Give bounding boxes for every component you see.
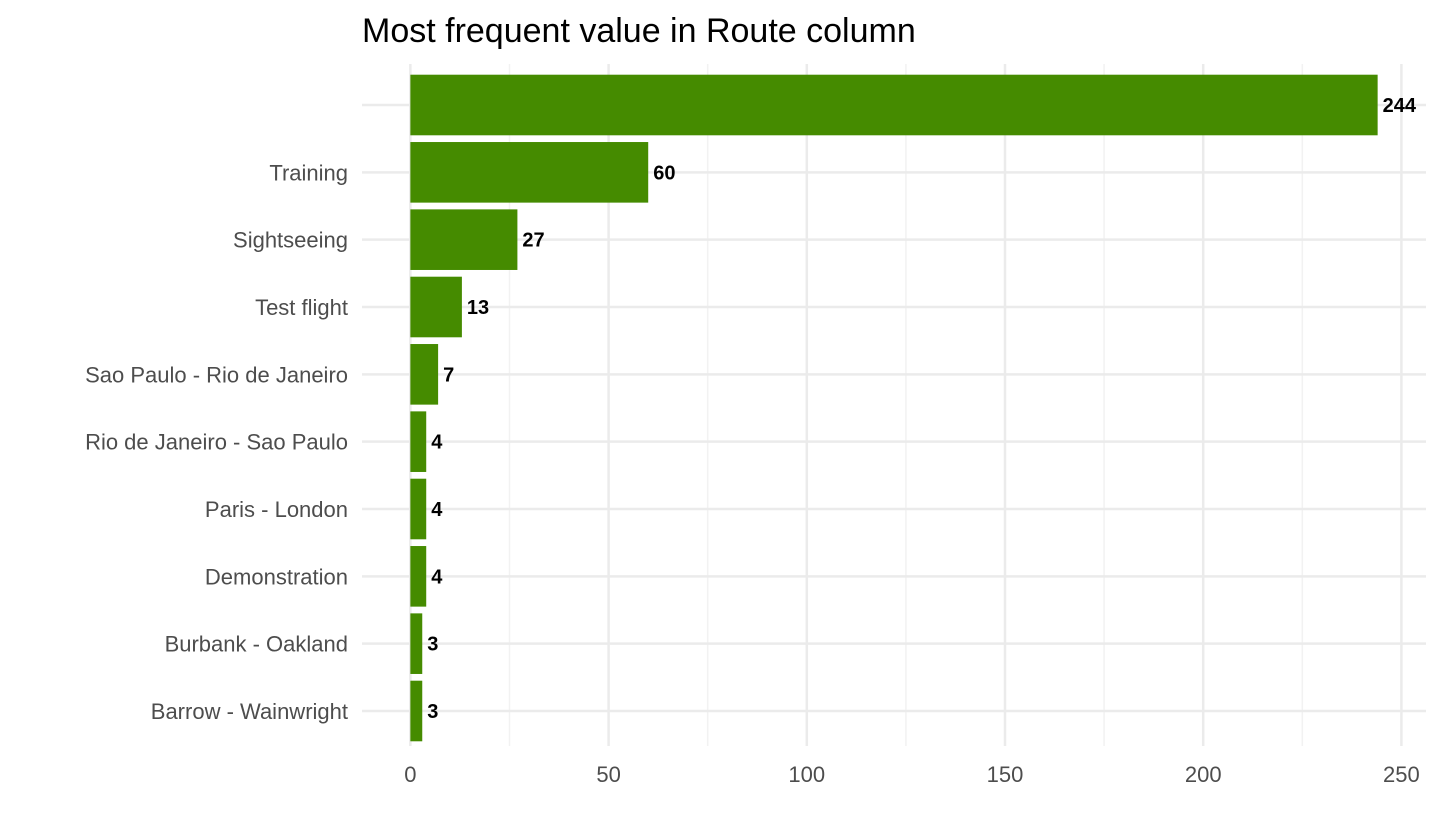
bar (410, 680, 423, 742)
bar (410, 74, 1378, 136)
y-axis-tick-labels: Training Sightseeing Test flight Sao Paulo … (85, 160, 348, 724)
x-tick-label: 50 (596, 762, 620, 787)
bar (410, 142, 649, 203)
bar (410, 478, 427, 540)
x-tick-label: 0 (404, 762, 416, 787)
y-tick-label: Training (269, 160, 348, 185)
bar-value-label: 4 (431, 566, 443, 588)
y-tick-label: Rio de Janeiro - Sao Paulo (85, 430, 348, 455)
y-tick-label: Test flight (255, 295, 348, 320)
bar-value-label: 3 (427, 634, 438, 656)
bar-value-label: 7 (443, 364, 454, 386)
bar-value-label: 27 (522, 230, 544, 252)
y-tick-label: Demonstration (205, 564, 348, 589)
bar-value-label: 244 (1383, 95, 1417, 117)
bar (410, 344, 439, 405)
y-tick-label: Sightseeing (233, 228, 348, 253)
x-tick-label: 100 (788, 762, 825, 787)
y-tick-label: Paris - London (205, 497, 348, 522)
bar (410, 411, 427, 472)
y-tick-label: Barrow - Wainwright (151, 699, 348, 724)
bar-value-label: 4 (431, 499, 443, 521)
x-tick-label: 150 (987, 762, 1024, 787)
bars (410, 74, 1378, 742)
bar-value-label: 60 (653, 162, 675, 184)
bar (410, 276, 462, 338)
value-labels: 244 60 27 13 7 4 4 4 3 3 (427, 95, 1417, 723)
bar-value-label: 13 (467, 297, 489, 319)
bar-value-label: 3 (427, 701, 438, 723)
bar (410, 613, 423, 674)
x-tick-label: 200 (1185, 762, 1222, 787)
y-tick-label: Sao Paulo - Rio de Janeiro (85, 362, 348, 387)
x-axis-tick-labels: 0 50 100 150 200 250 (404, 762, 1420, 787)
y-tick-label: Burbank - Oakland (165, 632, 348, 657)
grid-lines (362, 64, 1426, 746)
bar (410, 546, 427, 607)
bar-value-label: 4 (431, 432, 443, 454)
bar (410, 209, 518, 270)
chart-title: Most frequent value in Route column (362, 12, 916, 50)
x-tick-label: 250 (1383, 762, 1420, 787)
